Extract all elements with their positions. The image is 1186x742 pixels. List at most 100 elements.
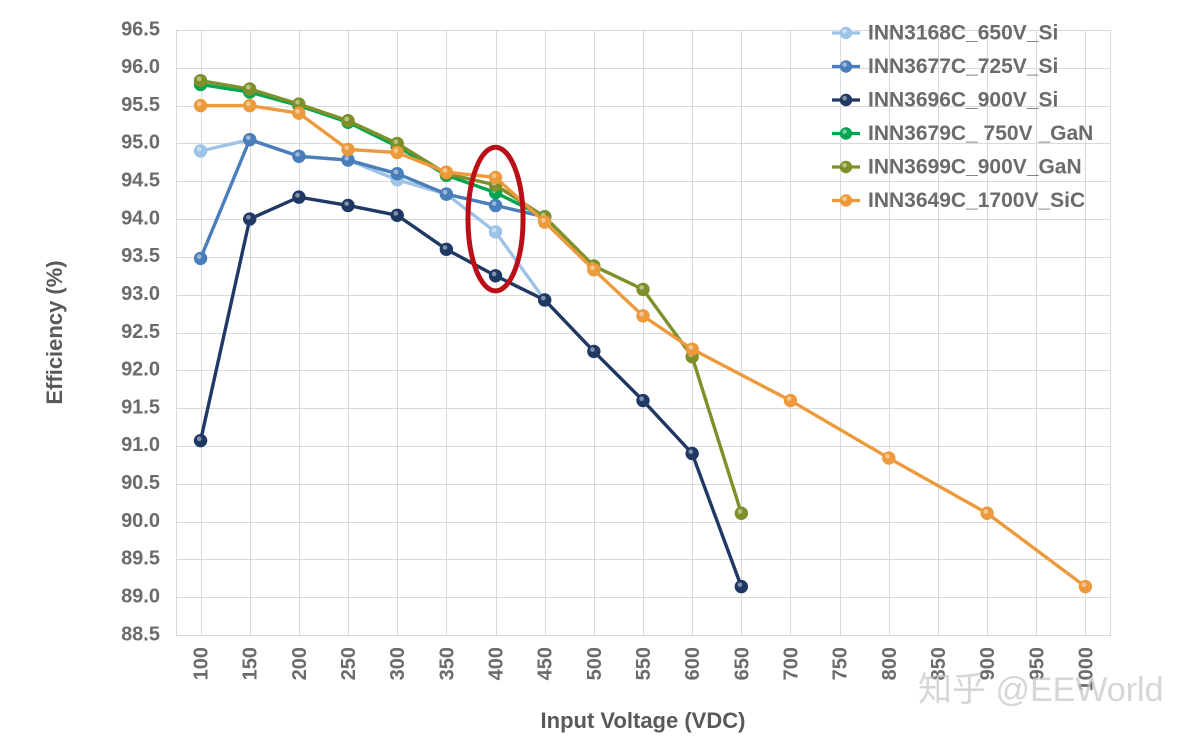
legend-marker-icon: [839, 93, 853, 107]
marker-highlight: [688, 449, 694, 455]
marker-highlight: [639, 285, 644, 290]
x-tick-label: 600: [682, 647, 704, 680]
y-tick-label: 91.0: [121, 434, 160, 456]
x-axis-title: Input Voltage (VDC): [541, 708, 746, 733]
data-point-marker: [390, 145, 404, 160]
legend-item-5[interactable]: INN3649C_1700V_SiC: [832, 189, 1085, 212]
marker-highlight: [393, 148, 399, 154]
y-tick-label: 94.5: [121, 170, 160, 192]
legend-item-4[interactable]: INN3699C_900V_GaN: [832, 156, 1082, 179]
x-tick-label: 500: [584, 647, 606, 680]
data-point-marker: [488, 225, 503, 239]
x-axis-tick-labels: 100 150 200 250 300 350 400 450 500 550 600 650 700 7…: [191, 647, 1098, 692]
marker-highlight: [737, 582, 743, 588]
series-line: [198, 195, 744, 589]
x-tick-label: 250: [338, 647, 360, 680]
marker-highlight: [393, 139, 399, 144]
x-tick-label: 850: [928, 647, 950, 680]
data-point-marker: [636, 282, 650, 297]
data-point-marker: [243, 132, 257, 147]
marker-highlight: [590, 265, 595, 271]
y-tick-label: 95.5: [121, 94, 160, 116]
y-axis-title: Efficiency (%): [42, 260, 67, 404]
y-tick-label: 96.5: [121, 18, 160, 40]
x-tick-label: 300: [387, 647, 409, 680]
marker-highlight: [295, 100, 300, 105]
marker-highlight: [295, 109, 300, 114]
y-tick-label: 92.0: [121, 359, 160, 381]
y-tick-label: 93.5: [121, 245, 160, 267]
legend-marker-icon: [839, 26, 853, 40]
marker-highlight: [540, 217, 546, 223]
series-5: [193, 98, 1093, 594]
legend-item-1[interactable]: INN3677C_725V_Si: [832, 55, 1058, 78]
y-tick-label: 90.5: [121, 472, 160, 494]
legend-marker-icon: [839, 160, 853, 174]
data-point-marker: [1078, 579, 1093, 594]
marker-highlight: [491, 201, 497, 206]
data-point-marker: [292, 190, 306, 204]
y-tick-label: 96.0: [121, 56, 160, 78]
x-tick-label: 900: [977, 647, 999, 680]
x-tick-label: 550: [633, 647, 655, 680]
marker-highlight: [540, 295, 546, 301]
marker-highlight: [442, 168, 448, 173]
data-point-marker: [292, 149, 306, 163]
data-point-marker: [341, 142, 355, 157]
annotation-layer: [465, 144, 526, 294]
legend-label: INN3168C_650V_Si: [868, 22, 1058, 45]
marker-highlight: [246, 84, 251, 90]
data-point-marker: [537, 293, 552, 307]
marker-highlight: [246, 101, 251, 107]
marker-highlight: [393, 169, 399, 175]
marker-highlight: [639, 396, 644, 402]
marker-highlight: [196, 101, 202, 107]
marker-highlight: [590, 347, 595, 352]
x-tick-label: 750: [830, 647, 852, 680]
legend-item-2[interactable]: INN3696C_900V_Si: [832, 89, 1058, 112]
y-tick-label: 91.5: [121, 396, 160, 418]
data-point-marker: [734, 579, 749, 594]
series-2: [193, 190, 749, 594]
data-point-marker: [292, 106, 306, 120]
data-point-marker: [243, 82, 257, 96]
data-point-marker: [882, 451, 896, 465]
y-tick-label: 94.0: [121, 207, 160, 229]
marker-highlight: [491, 173, 497, 178]
marker-highlight: [1081, 582, 1087, 588]
legend-marker-highlight: [842, 162, 847, 168]
data-point-marker: [341, 198, 355, 213]
legend-marker-highlight: [842, 62, 847, 67]
marker-highlight: [442, 245, 448, 250]
y-tick-label: 92.5: [121, 321, 160, 343]
x-tick-label: 1000: [1075, 647, 1097, 692]
legend-item-0[interactable]: INN3168C_650V_Si: [832, 22, 1058, 45]
series-line: [198, 82, 547, 219]
data-series-layer: [193, 73, 1093, 594]
legend-item-3[interactable]: INN3679C_ 750V _GaN: [832, 122, 1093, 145]
y-tick-label: 89.5: [121, 548, 160, 570]
legend-label: INN3696C_900V_Si: [868, 89, 1058, 112]
data-point-marker: [193, 251, 208, 266]
legend-marker-icon: [839, 194, 853, 207]
x-tick-label: 100: [191, 647, 213, 680]
x-tick-label: 200: [289, 647, 311, 680]
marker-highlight: [344, 145, 349, 150]
legend-label: INN3699C_900V_GaN: [868, 156, 1082, 179]
marker-highlight: [295, 152, 300, 157]
legend-marker-highlight: [842, 129, 847, 134]
x-tick-label: 150: [240, 647, 262, 680]
watermark: 知乎 @EEWorld: [918, 671, 1164, 709]
marker-highlight: [246, 135, 251, 141]
y-tick-label: 93.0: [121, 283, 160, 305]
x-tick-label: 650: [731, 647, 753, 680]
marker-highlight: [196, 254, 202, 259]
legend-marker-highlight: [842, 28, 847, 34]
legend-marker-icon: [839, 60, 853, 73]
data-point-marker: [243, 98, 257, 113]
data-point-marker: [685, 446, 699, 461]
marker-highlight: [491, 271, 497, 277]
legend-marker-icon: [839, 127, 853, 140]
x-tick-label: 450: [535, 647, 557, 680]
